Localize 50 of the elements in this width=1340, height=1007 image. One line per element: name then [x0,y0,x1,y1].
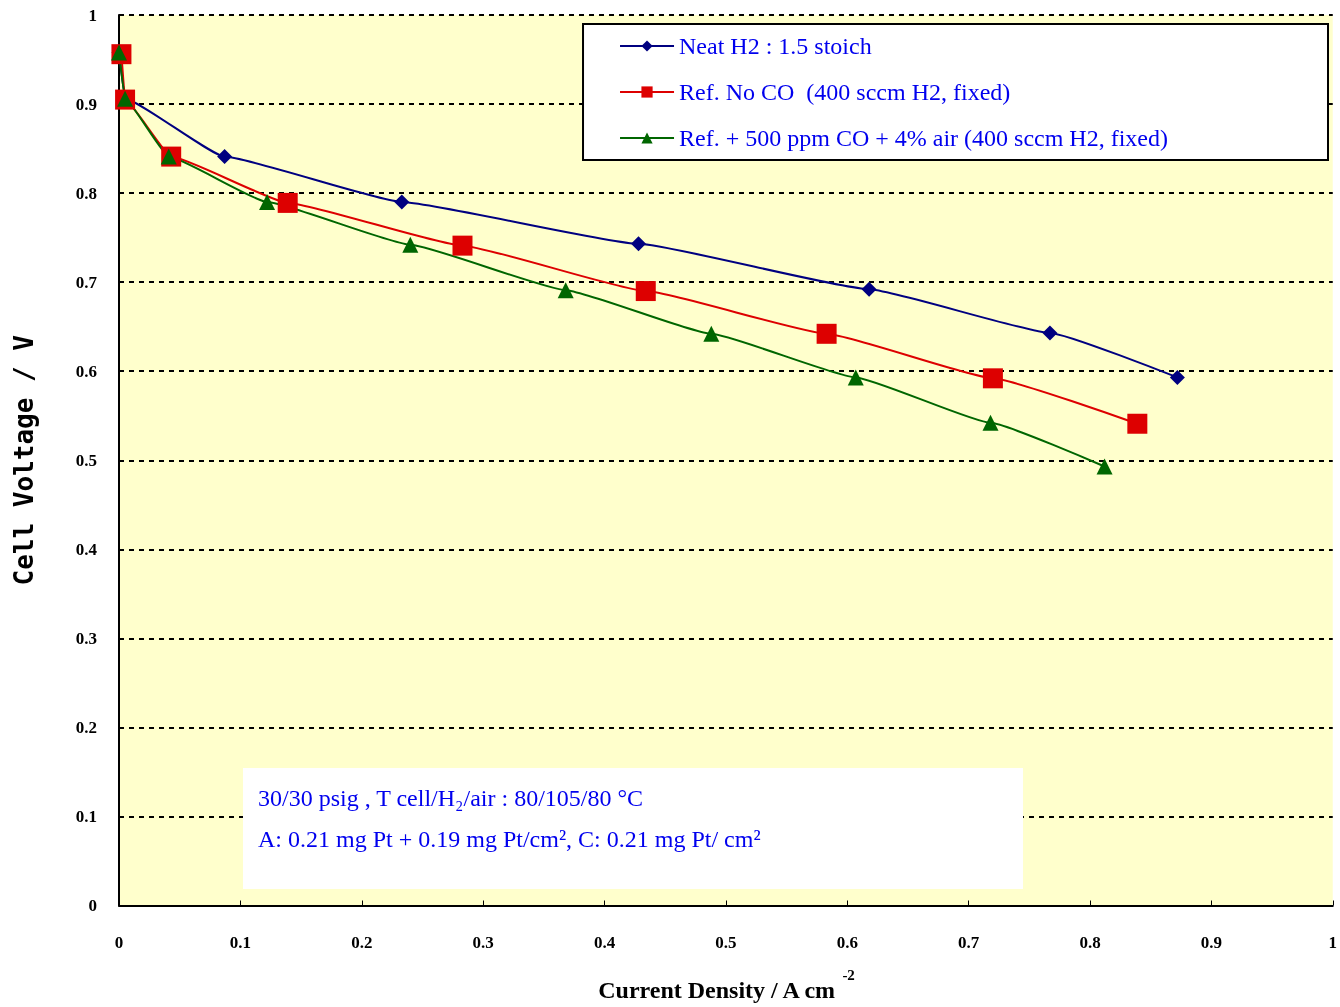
y-tick-label: 0.8 [75,183,97,203]
point [1096,458,1113,475]
point [557,282,574,299]
y-tick-label: 0.4 [75,539,98,559]
point [160,148,177,165]
point [1169,369,1185,385]
x-tick-label: 0.7 [958,932,980,952]
point [217,149,233,165]
x-tick-label: 0.2 [351,932,373,952]
point [982,414,999,431]
point [630,236,646,252]
point [1042,325,1058,341]
point [635,281,656,302]
y-tick-label: 0.5 [75,450,97,470]
y-tick-label: 0.3 [75,628,97,648]
legend-label: Ref. No CO (400 sccm H2, fixed) [679,79,1011,105]
point [861,281,877,297]
legend-label: Neat H2 : 1.5 stoich [679,33,872,59]
x-tick-label: 0.3 [472,932,494,952]
x-tick-label: 0.5 [715,932,737,952]
note-box: 30/30 psig , T cell/H₂/air : 80/105/80 °C A: 0.21 mg Pt + 0.19 mg Pt/cm², C: 0.21 mg Pt/ cm² [243,768,1023,889]
x-tick-label: 0.9 [1200,932,1222,952]
y-tick-label: 0.6 [75,361,97,381]
point [703,325,720,342]
y-tick-label: 0.7 [75,272,98,292]
x-tick-label: 1 [1328,932,1337,952]
x-axis-title: Current Density / A cm-2 [598,967,855,1003]
x-tick-label: 0 [114,932,124,952]
annotation: A: 0.21 mg Pt + 0.19 mg Pt/cm², C: 0.21 mg Pt/ cm² [258,825,762,854]
point [816,323,837,344]
y-tick-label: 0 [88,896,97,915]
y-tick-label: 0.1 [75,806,97,826]
annotation: 30/30 psig , T cell/H₂/air : 80/105/80 °C [258,784,645,813]
point [847,369,864,386]
point [982,368,1003,389]
point [259,194,276,211]
x-tick-label: 0.4 [593,932,616,952]
point [402,236,419,253]
x-tick-label: 0.6 [836,932,858,952]
legend-label: Ref. + 500 ppm CO + 4% air (400 sccm H2, fixed) [679,125,1169,151]
y-tick-label: 1 [88,5,97,25]
point [1127,413,1148,434]
y-tick-label: 0.9 [75,94,97,114]
y-tick-label: 0.2 [75,717,97,737]
x-tick-label: 0.8 [1079,932,1101,952]
point [394,194,410,210]
point [277,192,298,213]
x-tick-label: 0.1 [229,932,251,952]
point [452,235,473,256]
y-axis-title: Cell Voltage / V [9,335,39,586]
